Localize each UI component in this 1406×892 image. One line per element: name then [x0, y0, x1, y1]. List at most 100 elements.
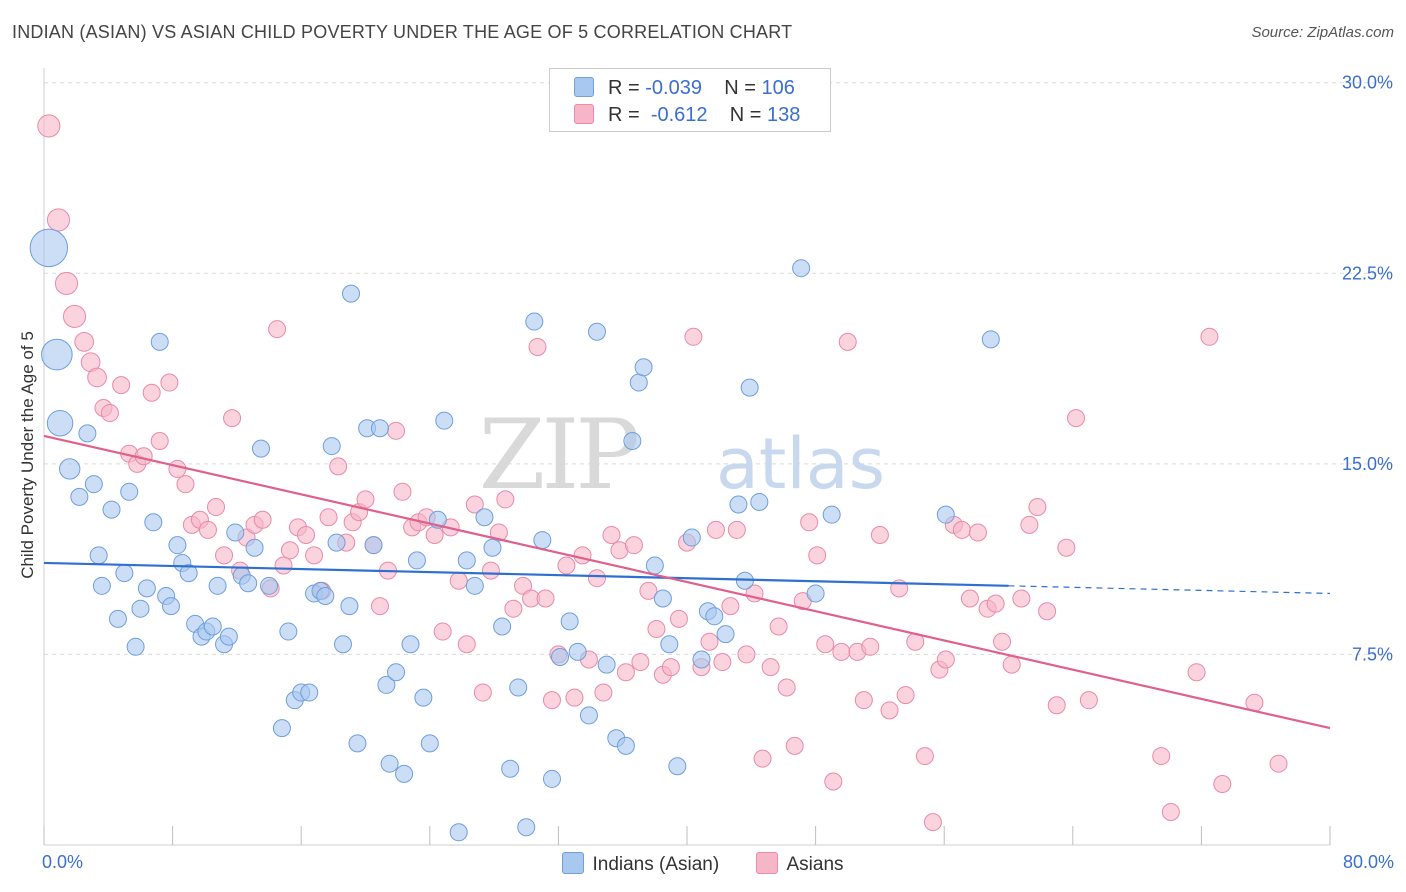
data-point: [1269, 754, 1288, 773]
data-point: [631, 653, 650, 672]
data-point: [661, 658, 680, 677]
legend-label: Indians (Asian): [592, 854, 720, 875]
data-point: [514, 576, 533, 595]
data-point: [223, 409, 242, 428]
y-tick-label: 30.0%: [1342, 73, 1393, 93]
data-point: [623, 431, 642, 450]
data-point: [504, 599, 523, 618]
data-point: [1002, 655, 1021, 674]
data-point: [380, 754, 399, 773]
data-point: [37, 114, 61, 138]
y-tick-label: 15.0%: [1342, 454, 1393, 474]
data-point: [29, 228, 69, 268]
data-point: [960, 589, 979, 608]
data-point: [142, 383, 161, 402]
data-point: [100, 404, 119, 423]
data-point: [727, 520, 746, 539]
data-point: [1161, 802, 1180, 821]
data-point: [861, 637, 880, 656]
data-point: [824, 772, 843, 791]
data-point: [414, 688, 433, 707]
data-point: [393, 482, 412, 501]
data-point: [300, 683, 319, 702]
data-point: [342, 284, 361, 303]
y-tick-label: 22.5%: [1342, 263, 1393, 283]
data-point: [560, 612, 579, 631]
data-point: [208, 576, 227, 595]
data-point: [46, 409, 74, 437]
data-point: [46, 208, 71, 232]
legend-n-label: N =: [724, 77, 756, 99]
data-point: [329, 457, 348, 476]
data-point: [629, 373, 648, 392]
data-point: [923, 813, 942, 832]
data-point: [253, 510, 272, 529]
legend-item-asians[interactable]: Asians: [756, 852, 844, 876]
data-point: [219, 627, 238, 646]
data-point: [587, 569, 606, 588]
data-point: [131, 599, 150, 618]
data-point: [568, 642, 587, 661]
data-point: [108, 609, 127, 628]
data-point: [370, 419, 389, 438]
data-point: [616, 736, 635, 755]
data-point: [594, 683, 613, 702]
axes: [43, 68, 1331, 846]
data-point: [639, 581, 658, 600]
data-point: [364, 536, 383, 555]
data-point: [348, 734, 367, 753]
data-point: [729, 495, 748, 514]
trend-line-indians: [43, 561, 1009, 587]
data-point: [274, 556, 293, 575]
data-point: [433, 622, 452, 641]
data-point: [1079, 691, 1098, 710]
data-point: [915, 747, 934, 766]
data-point: [179, 564, 198, 583]
data-point: [792, 259, 811, 278]
legend-item-indians[interactable]: Indians (Asian): [562, 852, 719, 876]
data-point: [239, 574, 258, 593]
data-point: [319, 508, 338, 527]
data-point: [936, 650, 955, 669]
data-point: [624, 536, 643, 555]
data-point: [252, 439, 271, 458]
data-point: [62, 304, 87, 329]
data-point: [41, 338, 73, 371]
data-point: [551, 647, 570, 666]
data-point: [203, 617, 222, 636]
data-point: [340, 597, 359, 616]
data-point: [838, 332, 857, 351]
data-point: [475, 508, 494, 527]
legend-n-value: 106: [761, 77, 795, 99]
data-point: [92, 576, 111, 595]
data-point: [896, 686, 915, 705]
data-point: [112, 376, 131, 395]
data-point: [387, 663, 406, 682]
data-point: [150, 431, 169, 450]
data-point: [645, 556, 664, 575]
data-point: [706, 520, 725, 539]
data-point: [198, 520, 217, 539]
data-point: [968, 523, 987, 542]
legend-r-label: R =: [608, 77, 640, 99]
trend-lines: [43, 434, 1331, 730]
data-point: [435, 411, 454, 430]
data-point: [716, 625, 735, 644]
data-point: [870, 526, 889, 544]
data-point: [1057, 538, 1076, 557]
legend-swatch-pink: [756, 852, 779, 874]
data-point: [713, 653, 732, 672]
x-tick-max: 80.0%: [1342, 852, 1394, 872]
data-point: [573, 546, 592, 565]
data-point: [207, 498, 226, 517]
data-point: [465, 576, 484, 595]
asians-points: [37, 114, 1288, 832]
data-point: [854, 691, 873, 710]
data-point: [986, 594, 1005, 613]
data-point: [557, 556, 576, 575]
data-point: [473, 683, 492, 702]
data-point: [705, 607, 724, 626]
data-point: [700, 632, 719, 651]
data-point: [387, 421, 406, 440]
data-point: [822, 505, 841, 524]
